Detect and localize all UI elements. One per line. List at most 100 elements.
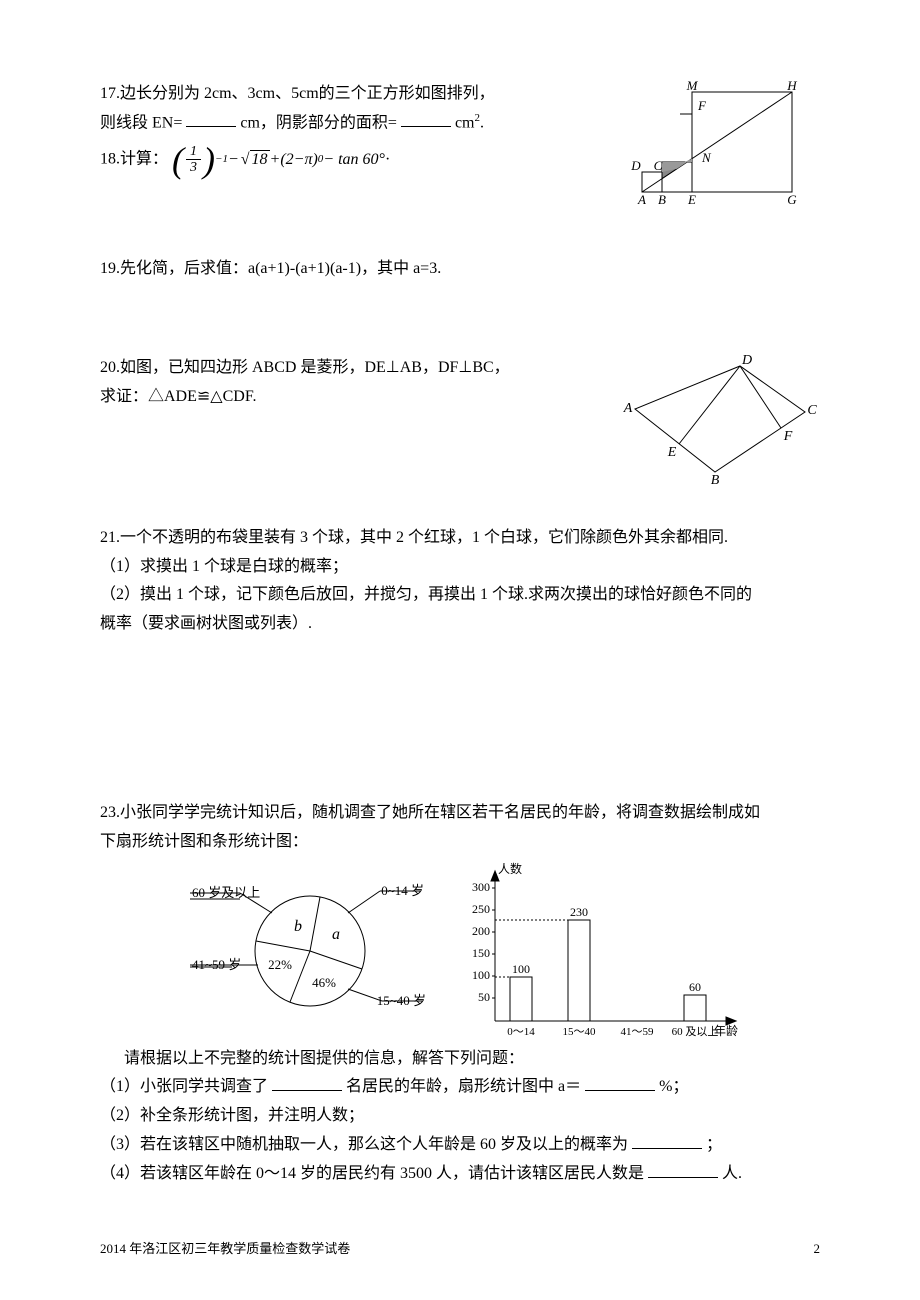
bar-cat-2: 41～59 [621,1026,654,1038]
lbl-M: M [686,80,699,93]
q20-diagram: A D C B E F [620,354,820,484]
bar-cat-3: 60 及以上 [672,1025,719,1038]
q18-frac-den: 3 [186,160,201,175]
sqrt-icon: 18 [239,146,270,175]
bar-ytick-150: 150 [472,946,490,960]
q23-blank-4 [648,1162,718,1178]
q20-lbl-C: C [807,403,817,418]
q17-diagram: A B E G D C N F M H [630,80,820,205]
q23-s3a: （3）若在该辖区中随机抽取一人，那么这个人年龄是 60 岁及以上的概率为 [100,1136,628,1153]
q17-text: 17.边长分别为 2cm、3cm、5cm的三个正方形如图排列， 则线段 EN= … [100,80,610,178]
q21-l2: （1）求摸出 1 个球是白球的概率； [100,558,348,575]
bar-ytick-300: 300 [472,880,490,894]
q18-expr: ( 1 3 ) −1 − 18 + (2−π)0 − tan 60° · [172,142,390,178]
pie-lbl-0-14: 0~14 岁 [381,883,424,898]
question-19: 19.先化简，后求值：a(a+1)-(a+1)(a-1)，其中 a=3. [100,255,820,284]
lparen-icon: ( [172,142,184,178]
q18-frac-num: 1 [186,144,201,160]
pie-lbl-41-59: 41~59 岁 [192,957,241,972]
question-21: 21.一个不透明的布袋里装有 3 个球，其中 2 个红球，1 个白球，它们除颜色… [100,524,820,639]
q18-exp-neg1: −1 [215,150,228,170]
q23-s4a: （4）若该辖区年龄在 0～14 岁的居民约有 3500 人，请估计该辖区居民人数… [100,1165,644,1182]
q19-text: 19.先化简，后求值：a(a+1)-(a+1)(a-1)，其中 a=3. [100,260,441,277]
q21-l4: 概率（要求画树状图或列表）. [100,615,312,632]
footer-right: 2 [814,1237,821,1260]
lbl-N: N [701,150,712,165]
bar-cat-1: 15～40 [563,1026,596,1038]
question-18: 18.计算： ( 1 3 ) −1 − 18 + (2−π)0 − tan 60… [100,142,610,178]
q23-s2: （2）补全条形统计图，并注明人数； [100,1107,364,1124]
question-23: 23.小张同学学完统计知识后，随机调查了她所在辖区若干名居民的年龄，将调查数据绘… [100,799,820,1189]
lbl-B: B [658,192,666,205]
q17-prefix: 17.边长分别为 2cm、3cm、5cm的三个正方形如图排列， [100,85,495,102]
rparen-icon: ) [203,142,215,178]
q23-s1c: %； [659,1078,688,1095]
q23-intro: 请根据以上不完整的统计图提供的信息，解答下列问题： [124,1050,524,1067]
q20-l1: 20.如图，已知四边形 ABCD 是菱形，DE⊥AB，DF⊥BC， [100,359,510,376]
pie-p46: 46% [312,975,336,990]
q20-lbl-D: D [741,354,752,368]
bar-val-100: 100 [512,962,530,976]
q18-dot: · [385,146,390,175]
q20-lbl-E: E [667,445,677,460]
q20-text: 20.如图，已知四边形 ABCD 是菱形，DE⊥AB，DF⊥BC， 求证：△AD… [100,354,600,412]
bar-ytick-200: 200 [472,924,490,938]
q23-charts: a b 22% 46% 0~14 岁 60 岁及以上 [100,861,820,1041]
q23-blank-1 [272,1075,342,1091]
pie-lbl-60: 60 岁及以上 [192,885,260,900]
bar-ytick-250: 250 [472,902,490,916]
q18-fraction: 1 3 [186,144,201,176]
lbl-F: F [697,98,707,113]
q21-l1: 21.一个不透明的布袋里装有 3 个球，其中 2 个红球，1 个白球，它们除颜色… [100,529,728,546]
q20-lbl-A: A [623,401,633,416]
pie-letter-a: a [332,926,340,943]
q17-l2b: cm，阴影部分的面积= [240,114,397,131]
q20-lbl-F: F [783,429,793,444]
q23-s1a: （1）小张同学共调查了 [100,1078,268,1095]
q23-s1b: 名居民的年龄，扇形统计图中 a＝ [346,1078,581,1095]
bar-ytick-100: 100 [472,968,490,982]
q18-plus: + [270,146,281,175]
q17-row: 17.边长分别为 2cm、3cm、5cm的三个正方形如图排列， 则线段 EN= … [100,80,820,205]
q20-l2: 求证：△ADE≌△CDF. [100,388,256,405]
q20-lbl-B: B [711,473,720,484]
pie-p22: 22% [268,957,292,972]
bar-xlabel: 年龄 [714,1024,738,1038]
q18-prefix: 18.计算： [100,151,168,168]
question-20: 20.如图，已知四边形 ABCD 是菱形，DE⊥AB，DF⊥BC， 求证：△AD… [100,354,820,484]
q17-blank-2 [401,111,451,127]
q17-l2d: . [480,114,484,131]
pie-lbl-15-40: 15~40 岁 [377,993,426,1008]
question-17: 17.边长分别为 2cm、3cm、5cm的三个正方形如图排列， 则线段 EN= … [100,80,820,205]
q18-paren-expr: 2−π [286,146,313,175]
bar-ytick-50: 50 [478,990,490,1004]
q23-bar-chart: 50 100 150 200 250 300 [460,861,750,1041]
q23-pie-chart: a b 22% 46% 0~14 岁 60 岁及以上 [170,861,450,1041]
q23-s3b: ； [706,1136,722,1153]
q23-blank-2 [585,1075,655,1091]
lbl-C: C [654,158,663,173]
q23-l2: 下扇形统计图和条形统计图： [100,833,308,850]
lbl-H: H [786,80,797,93]
pie-letter-b: b [294,918,302,935]
q23-blank-3 [632,1133,702,1149]
lbl-A: A [637,192,646,205]
bar-ylabel: 人数 [498,861,522,876]
q21-l3: （2）摸出 1 个球，记下颜色后放回，并搅匀，再摸出 1 个球.求两次摸出的球恰… [100,586,752,603]
bar-val-230: 230 [570,905,588,919]
bar-val-60: 60 [689,980,701,994]
lbl-G: G [787,192,797,205]
q17-blank-1 [186,111,236,127]
q23-s4b: 人. [722,1165,742,1182]
q23-l1: 23.小张同学学完统计知识后，随机调查了她所在辖区若干名居民的年龄，将调查数据绘… [100,804,760,821]
q17-l2a: 则线段 EN= [100,114,182,131]
lbl-E: E [687,192,696,205]
footer-left: 2014 年洛江区初三年教学质量检查数学试卷 [100,1237,350,1260]
q20-row: 20.如图，已知四边形 ABCD 是菱形，DE⊥AB，DF⊥BC， 求证：△AD… [100,354,820,484]
q18-sqrt-arg: 18 [250,150,270,168]
q18-tan: − tan 60° [323,146,385,175]
lbl-D: D [630,158,641,173]
bar-cat-0: 0～14 [507,1026,535,1038]
page-footer: 2014 年洛江区初三年教学质量检查数学试卷 2 [100,1237,820,1260]
q17-l2c: cm [455,114,475,131]
